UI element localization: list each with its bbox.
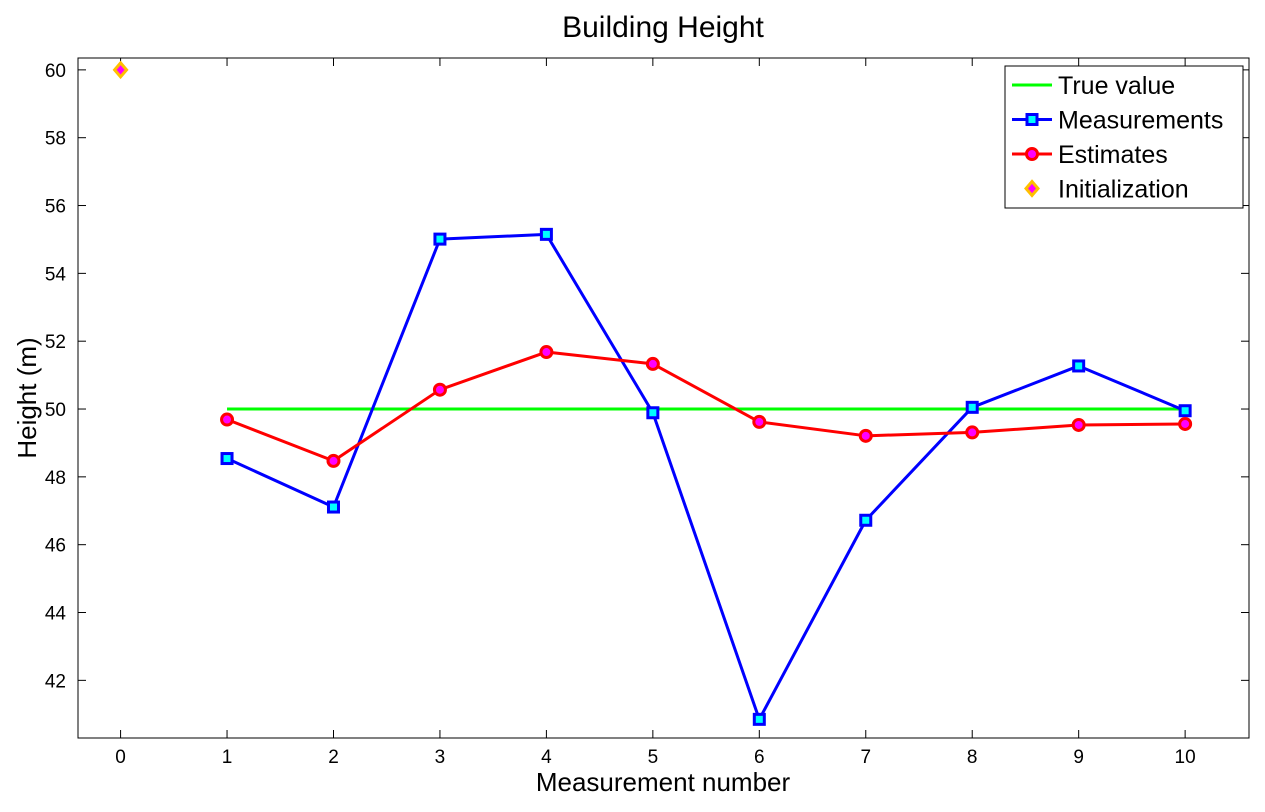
series-measurements <box>220 227 1192 726</box>
measurements-point <box>1178 404 1192 418</box>
x-tick-label: 6 <box>754 747 765 768</box>
estimates-point <box>539 345 554 360</box>
estimates-point <box>220 412 235 427</box>
y-tick-label: 50 <box>45 400 66 421</box>
y-tick-label: 58 <box>45 129 66 150</box>
measurements-point <box>965 400 979 414</box>
x-tick-label: 8 <box>967 747 978 768</box>
measurements-point <box>326 500 340 514</box>
x-tick-label: 7 <box>860 747 871 768</box>
series-layer <box>112 60 1193 726</box>
measurements-point <box>859 513 873 527</box>
legend-label: Initialization <box>1058 176 1189 204</box>
x-tick-label: 4 <box>541 747 552 768</box>
measurements-point <box>646 406 660 420</box>
x-tick-label: 3 <box>435 747 446 768</box>
y-axis-label: Height (m) <box>12 337 42 458</box>
legend-label: Measurements <box>1058 107 1223 135</box>
legend-item-measurements: Measurements <box>1012 107 1223 135</box>
y-tick-label: 44 <box>45 604 67 625</box>
legend: True value Measurements Estimates Initializ… <box>1004 65 1244 209</box>
y-tick-label: 46 <box>45 536 66 557</box>
legend-swatch-marker <box>1025 147 1039 161</box>
measurements-point <box>433 232 447 246</box>
y-tick-label: 48 <box>45 468 66 489</box>
y-tick-label: 54 <box>45 264 67 285</box>
initialization-point <box>112 60 129 80</box>
axis-ticks <box>78 58 1249 738</box>
estimates-point <box>858 428 873 443</box>
measurements-line <box>226 232 1186 721</box>
y-tick-label: 56 <box>45 197 66 218</box>
legend-swatch-marker <box>1025 113 1039 126</box>
legend-item-initialization: Initialization <box>1024 176 1189 204</box>
x-tick-label: 1 <box>222 747 233 768</box>
measurements-point <box>1072 359 1086 373</box>
legend-swatch-marker <box>1024 179 1040 198</box>
legend-item-true-value: True value <box>1012 72 1175 100</box>
estimates-point <box>965 425 980 440</box>
estimates-point <box>432 382 447 397</box>
series-initialization <box>112 60 129 80</box>
y-tick-label: 52 <box>45 332 66 353</box>
estimates-point <box>1071 417 1086 432</box>
y-tick-label: 60 <box>45 61 66 82</box>
y-tick-label: 42 <box>45 671 66 692</box>
x-tick-label: 2 <box>328 747 339 768</box>
x-tick-label: 9 <box>1073 747 1084 768</box>
estimates-point <box>1178 416 1193 431</box>
estimates-point <box>752 414 767 429</box>
measurements-point <box>752 712 766 726</box>
measurements-point <box>539 227 553 241</box>
measurements-point <box>220 452 234 466</box>
plot-frame <box>77 57 1250 739</box>
series-estimates <box>220 345 1193 468</box>
legend-item-estimates: Estimates <box>1012 141 1168 169</box>
estimates-point <box>326 453 341 468</box>
chart-title: Building Height <box>562 11 764 44</box>
x-tick-label: 5 <box>648 747 659 768</box>
x-tick-label: 10 <box>1175 747 1196 768</box>
legend-label: Estimates <box>1058 141 1168 169</box>
legend-box <box>1004 65 1244 209</box>
estimates-point <box>645 356 660 371</box>
estimates-line <box>226 350 1186 463</box>
x-tick-label: 0 <box>115 747 126 768</box>
x-axis-label: Measurement number <box>536 767 791 797</box>
legend-label: True value <box>1058 72 1175 100</box>
